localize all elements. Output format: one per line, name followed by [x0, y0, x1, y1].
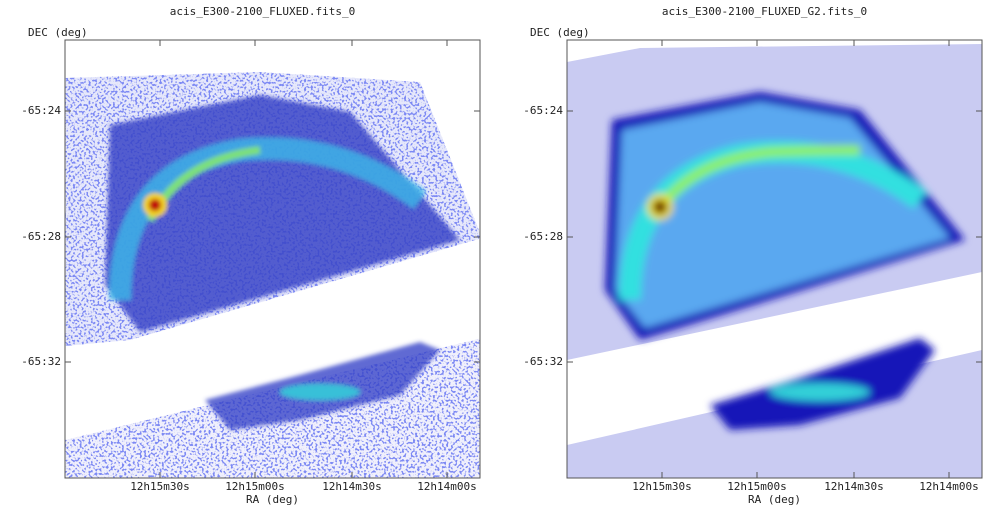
x-tick-label: 12h15m30s — [632, 480, 692, 493]
x-tick-label: 12h14m00s — [919, 480, 979, 493]
y-axis-label: DEC (deg) — [28, 26, 88, 39]
x-tick-label: 12h14m30s — [824, 480, 884, 493]
y-tick-label: -65:24 — [21, 104, 61, 117]
y-tick-label: -65:24 — [523, 104, 563, 117]
y-tick-label: -65:28 — [21, 230, 61, 243]
frame — [64, 39, 481, 479]
x-tick-label: 12h15m00s — [225, 480, 285, 493]
x-tick-label: 12h14m30s — [322, 480, 382, 493]
y-tick-label: -65:28 — [523, 230, 563, 243]
y-axis-label: DEC (deg) — [530, 26, 590, 39]
panel-title: acis_E300-2100_FLUXED.fits_0 — [170, 5, 355, 18]
x-axis-label: RA (deg) — [246, 493, 299, 506]
x-axis-label: RA (deg) — [748, 493, 801, 506]
image-raw — [65, 72, 480, 478]
x-tick-label: 12h14m00s — [417, 480, 477, 493]
panel-title: acis_E300-2100_FLUXED_G2.fits_0 — [662, 5, 867, 18]
y-tick-label: -65:32 — [523, 355, 563, 368]
x-tick-label: 12h15m00s — [727, 480, 787, 493]
y-tick-label: -65:32 — [21, 355, 61, 368]
x-tick-label: 12h15m30s — [130, 480, 190, 493]
image-smoothed — [567, 44, 982, 478]
frame — [566, 39, 983, 479]
